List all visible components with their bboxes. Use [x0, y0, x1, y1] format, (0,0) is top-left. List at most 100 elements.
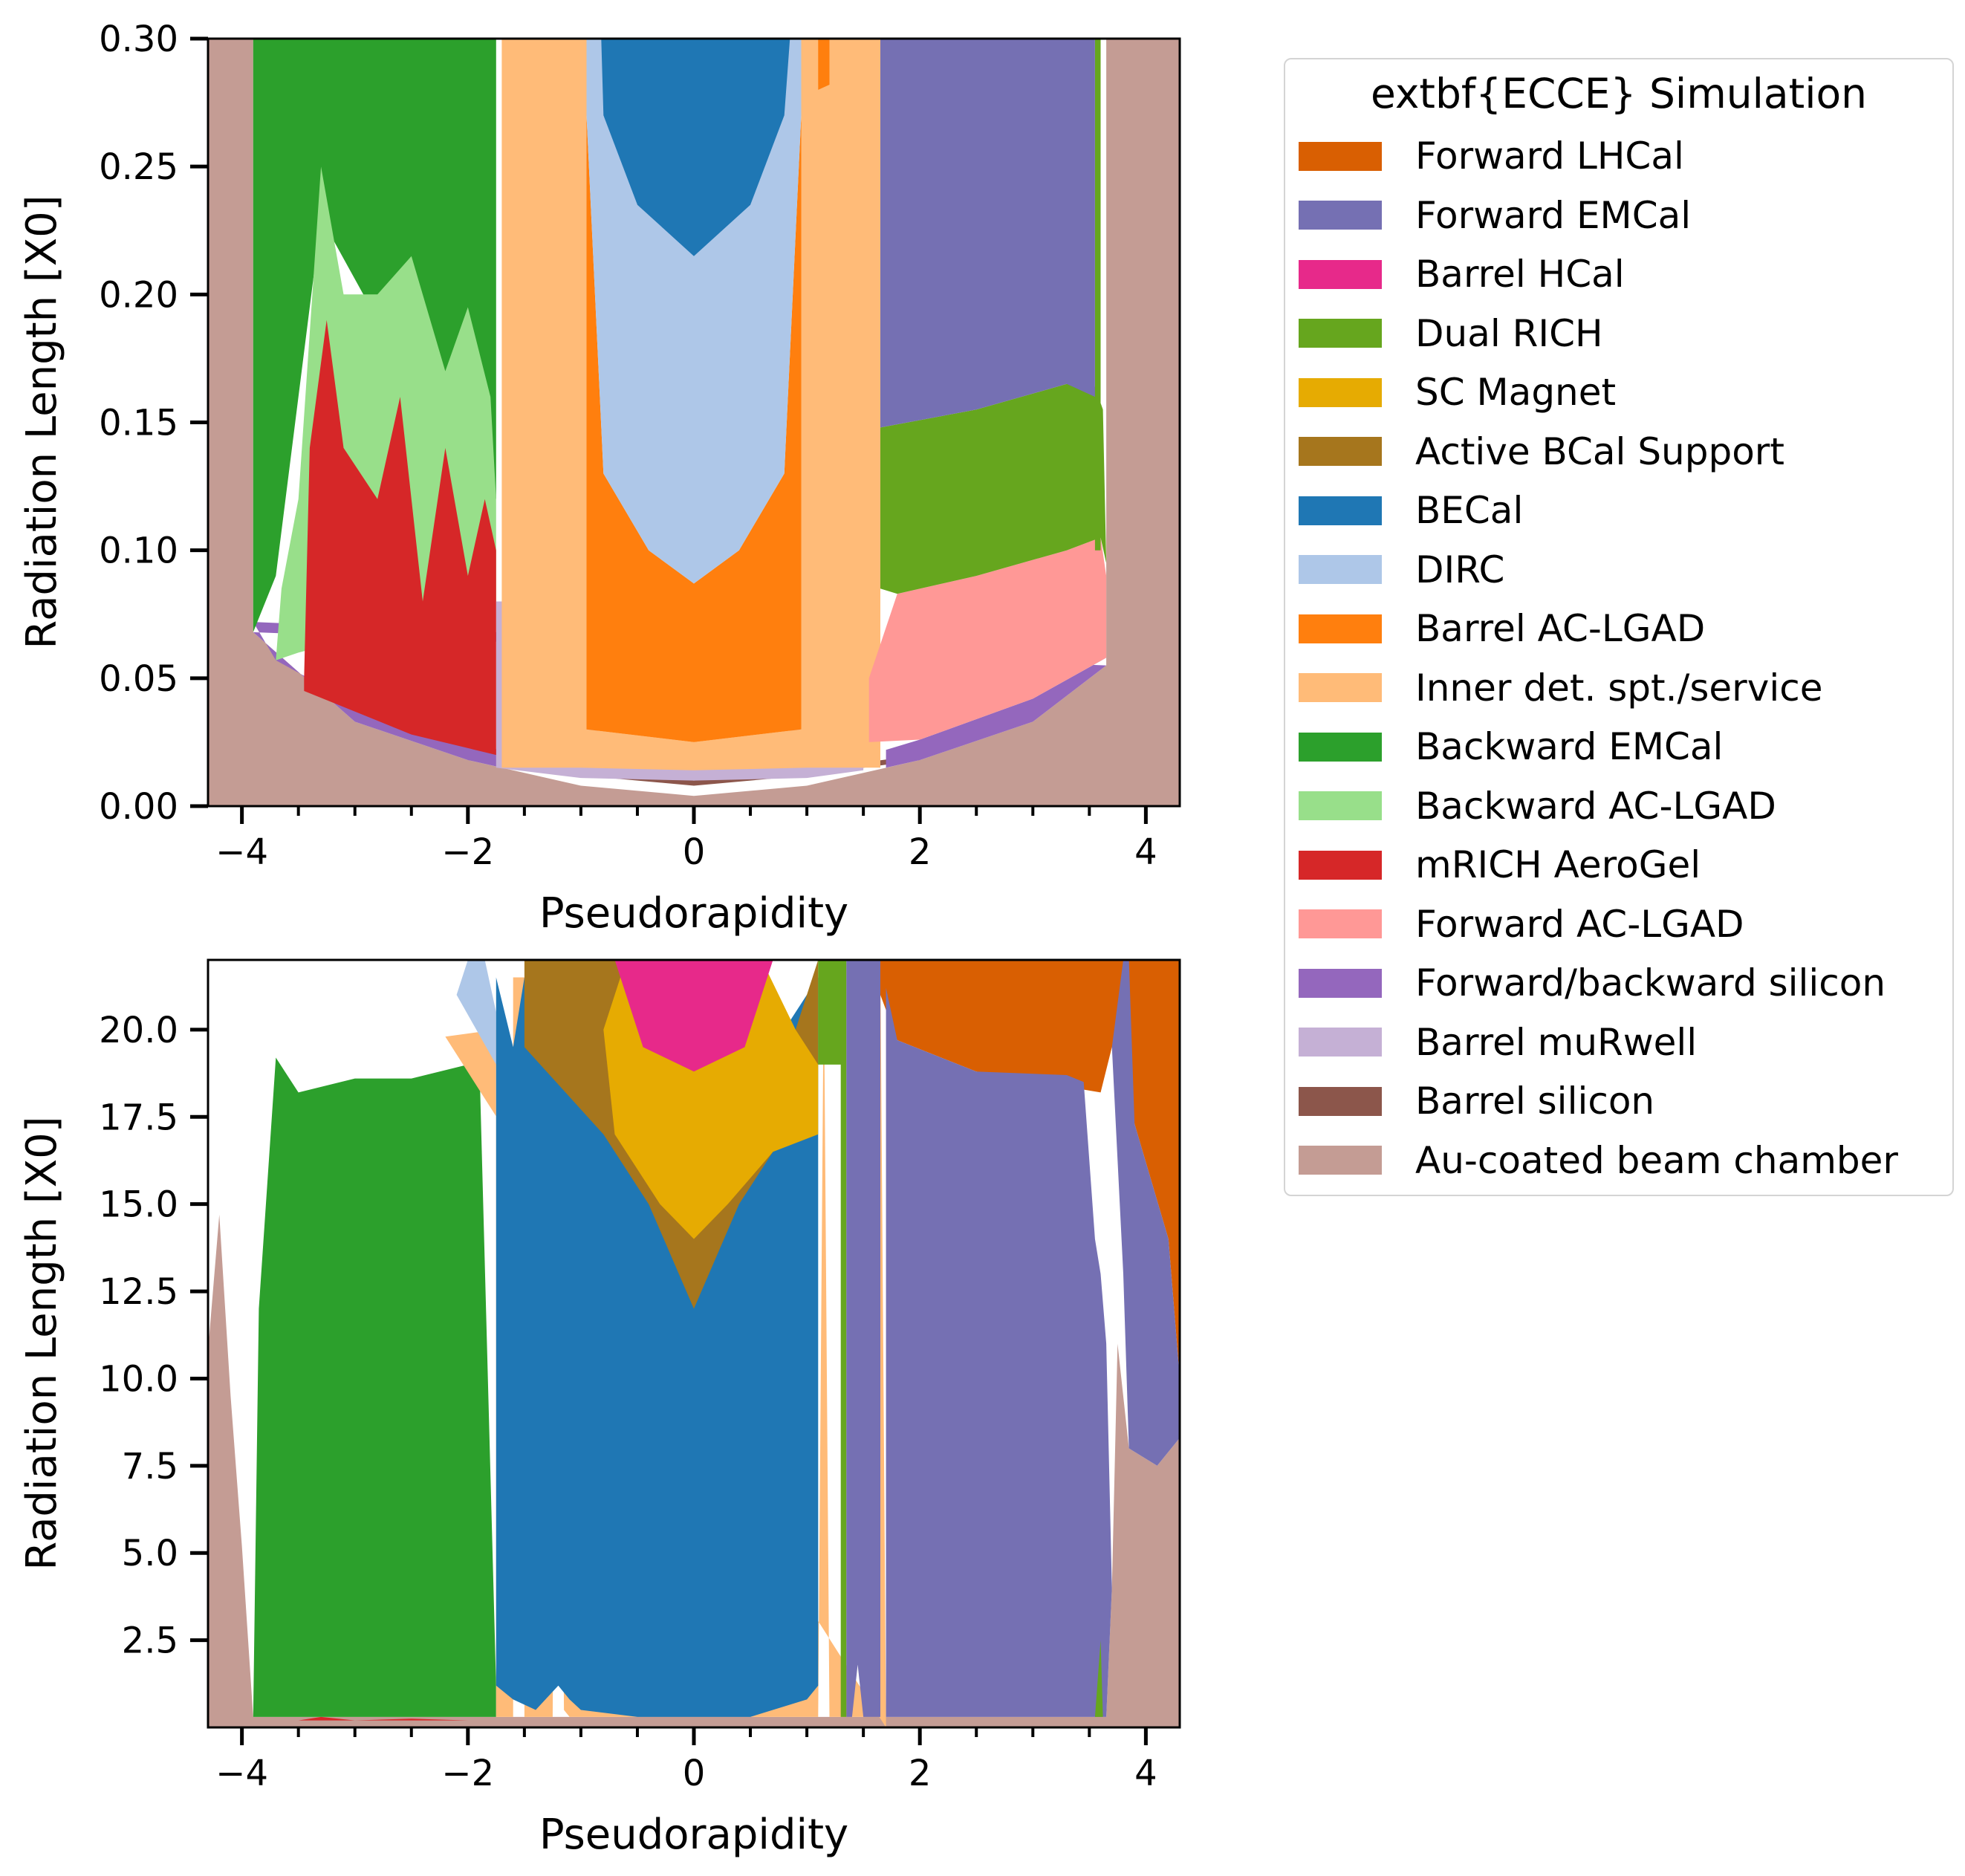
top-area-barrel-ac-lgad	[818, 39, 830, 90]
legend-item: BECal	[1299, 488, 1523, 533]
bottom-y-tick-label: 5.0	[122, 1533, 178, 1574]
legend-label: Barrel HCal	[1415, 253, 1625, 296]
top-y-tick-label: 0.25	[99, 146, 178, 188]
bottom-y-tick-label: 10.0	[99, 1358, 178, 1400]
bottom-y-tick-label: 15.0	[99, 1184, 178, 1226]
bottom-panel: −4 −2 0 2 4 2.5 5.0 7.5 10.0 12.5 15.0 17.5 20.0 Pse…	[18, 958, 1181, 1859]
top-y-axis-label: Radiation Length [X0]	[18, 195, 66, 649]
top-y-tick-label: 0.10	[99, 530, 178, 572]
legend-item: Backward EMCal	[1299, 724, 1723, 769]
top-y-tick-label: 0.00	[99, 786, 178, 828]
legend-label: BECal	[1415, 489, 1524, 532]
legend-item: Active BCal Support	[1299, 429, 1784, 474]
legend-item: Barrel HCal	[1299, 252, 1625, 296]
legend-swatch	[1299, 1086, 1382, 1116]
bottom-area-dual-rich	[818, 960, 847, 1717]
top-area-forward-emcal	[880, 39, 1095, 428]
top-x-tick-label: −2	[441, 831, 494, 873]
top-area-dual-rich	[1094, 39, 1101, 551]
legend-label: SC Magnet	[1415, 371, 1617, 414]
top-x-tick-label: 0	[683, 831, 706, 873]
legend-label: Au-coated beam chamber	[1415, 1138, 1898, 1182]
legend-label: mRICH AeroGel	[1415, 843, 1701, 886]
legend-label: Backward AC-LGAD	[1415, 784, 1776, 828]
bottom-area-forward-lhcal	[880, 960, 1180, 1379]
legend-label: Backward EMCal	[1415, 725, 1724, 768]
legend-swatch	[1299, 732, 1382, 762]
legend-swatch	[1299, 496, 1382, 525]
bottom-y-tick-label: 7.5	[122, 1446, 178, 1487]
legend-item: Barrel AC-LGAD	[1299, 606, 1705, 651]
top-axis-ticks: −4 −2 0 2 4 0.00 0.05 0.10 0.15 0.20 0.25 0.30	[99, 19, 1157, 873]
legend-label: Forward/backward silicon	[1415, 961, 1886, 1004]
bottom-x-tick-label: −2	[441, 1753, 494, 1794]
legend-swatch	[1299, 1146, 1382, 1175]
legend-swatch	[1299, 614, 1382, 643]
bottom-area-dual-rich	[1094, 1640, 1103, 1717]
legend-item: SC Magnet	[1299, 370, 1616, 415]
top-area-becal	[601, 39, 790, 256]
bottom-area-series	[208, 960, 1180, 1727]
top-area-forward-ac-lgad	[868, 537, 1107, 742]
bottom-y-tick-label: 12.5	[99, 1271, 178, 1313]
legend-label: Barrel silicon	[1415, 1080, 1655, 1123]
legend-label: Inner det. spt./service	[1415, 666, 1823, 710]
top-x-tick-label: 2	[909, 831, 932, 873]
top-area-barrel-ac-lgad	[586, 115, 802, 742]
legend-item: Au-coated beam chamber	[1299, 1138, 1898, 1183]
bottom-area-backward-emcal	[253, 1054, 496, 1717]
legend-swatch	[1299, 1028, 1382, 1057]
legend-item: Inner det. spt./service	[1299, 666, 1822, 710]
bottom-y-tick-label: 2.5	[122, 1620, 178, 1662]
legend-item: Forward AC-LGAD	[1299, 902, 1744, 947]
legend-item: mRICH AeroGel	[1299, 843, 1701, 887]
top-y-tick-label: 0.15	[99, 403, 178, 444]
top-area-backward-emcal	[253, 39, 496, 632]
bottom-area-forward-emcal	[886, 987, 1112, 1717]
top-area-inner-det-spt-service	[501, 39, 880, 770]
bottom-x-tick-label: −4	[215, 1753, 268, 1794]
legend-label: Dual RICH	[1415, 311, 1603, 355]
bottom-x-axis-label: Pseudorapidity	[539, 1811, 848, 1859]
legend-swatch	[1299, 850, 1382, 880]
legend-label: Forward LHCal	[1415, 134, 1684, 178]
legend-label: Barrel muRwell	[1415, 1020, 1698, 1064]
legend-swatch	[1299, 377, 1382, 407]
top-area-dual-rich	[880, 371, 1107, 594]
bottom-area-dirc	[456, 960, 496, 1065]
legend-swatch	[1299, 555, 1382, 584]
legend-swatch	[1299, 968, 1382, 998]
legend: extbf{ECCE} Simulation Forward LHCal Forw…	[1284, 58, 1954, 1196]
bottom-axis-ticks: −4 −2 0 2 4 2.5 5.0 7.5 10.0 12.5 15.0 17.5 20.0	[99, 1010, 1157, 1794]
bottom-y-tick-label: 20.0	[99, 1010, 178, 1051]
top-area-au-coated-beam-chamber	[208, 39, 1180, 806]
bottom-x-tick-label: 0	[683, 1753, 706, 1794]
legend-label: Forward AC-LGAD	[1415, 902, 1744, 946]
legend-item: Forward EMCal	[1299, 193, 1691, 238]
legend-item: Backward AC-LGAD	[1299, 784, 1776, 828]
legend-swatch	[1299, 259, 1382, 289]
bottom-area-barrel-hcal	[614, 960, 773, 1072]
legend-label: Active BCal Support	[1415, 429, 1784, 473]
legend-label: Barrel AC-LGAD	[1415, 607, 1706, 650]
top-y-tick-label: 0.20	[99, 274, 178, 316]
top-y-tick-label: 0.05	[99, 658, 178, 700]
legend-swatch	[1299, 909, 1382, 938]
top-panel: −4 −2 0 2 4 0.00 0.05 0.10 0.15 0.20 0.25 0.30 Pseu…	[18, 19, 1181, 938]
bottom-y-axis-label: Radiation Length [X0]	[18, 1116, 66, 1570]
top-x-tick-label: −4	[215, 831, 268, 873]
bottom-area-forward-emcal	[1111, 960, 1180, 1466]
bottom-x-tick-label: 4	[1134, 1753, 1157, 1794]
top-area-series	[208, 39, 1180, 806]
bottom-x-tick-label: 2	[909, 1753, 932, 1794]
legend-item: Barrel muRwell	[1299, 1020, 1697, 1065]
top-x-tick-label: 4	[1134, 831, 1157, 873]
top-x-axis-label: Pseudorapidity	[539, 889, 848, 938]
bottom-y-tick-label: 17.5	[99, 1097, 178, 1138]
legend-swatch	[1299, 319, 1382, 348]
legend-swatch	[1299, 201, 1382, 230]
legend-item: DIRC	[1299, 548, 1504, 592]
legend-item: Dual RICH	[1299, 311, 1603, 356]
legend-swatch	[1299, 673, 1382, 702]
